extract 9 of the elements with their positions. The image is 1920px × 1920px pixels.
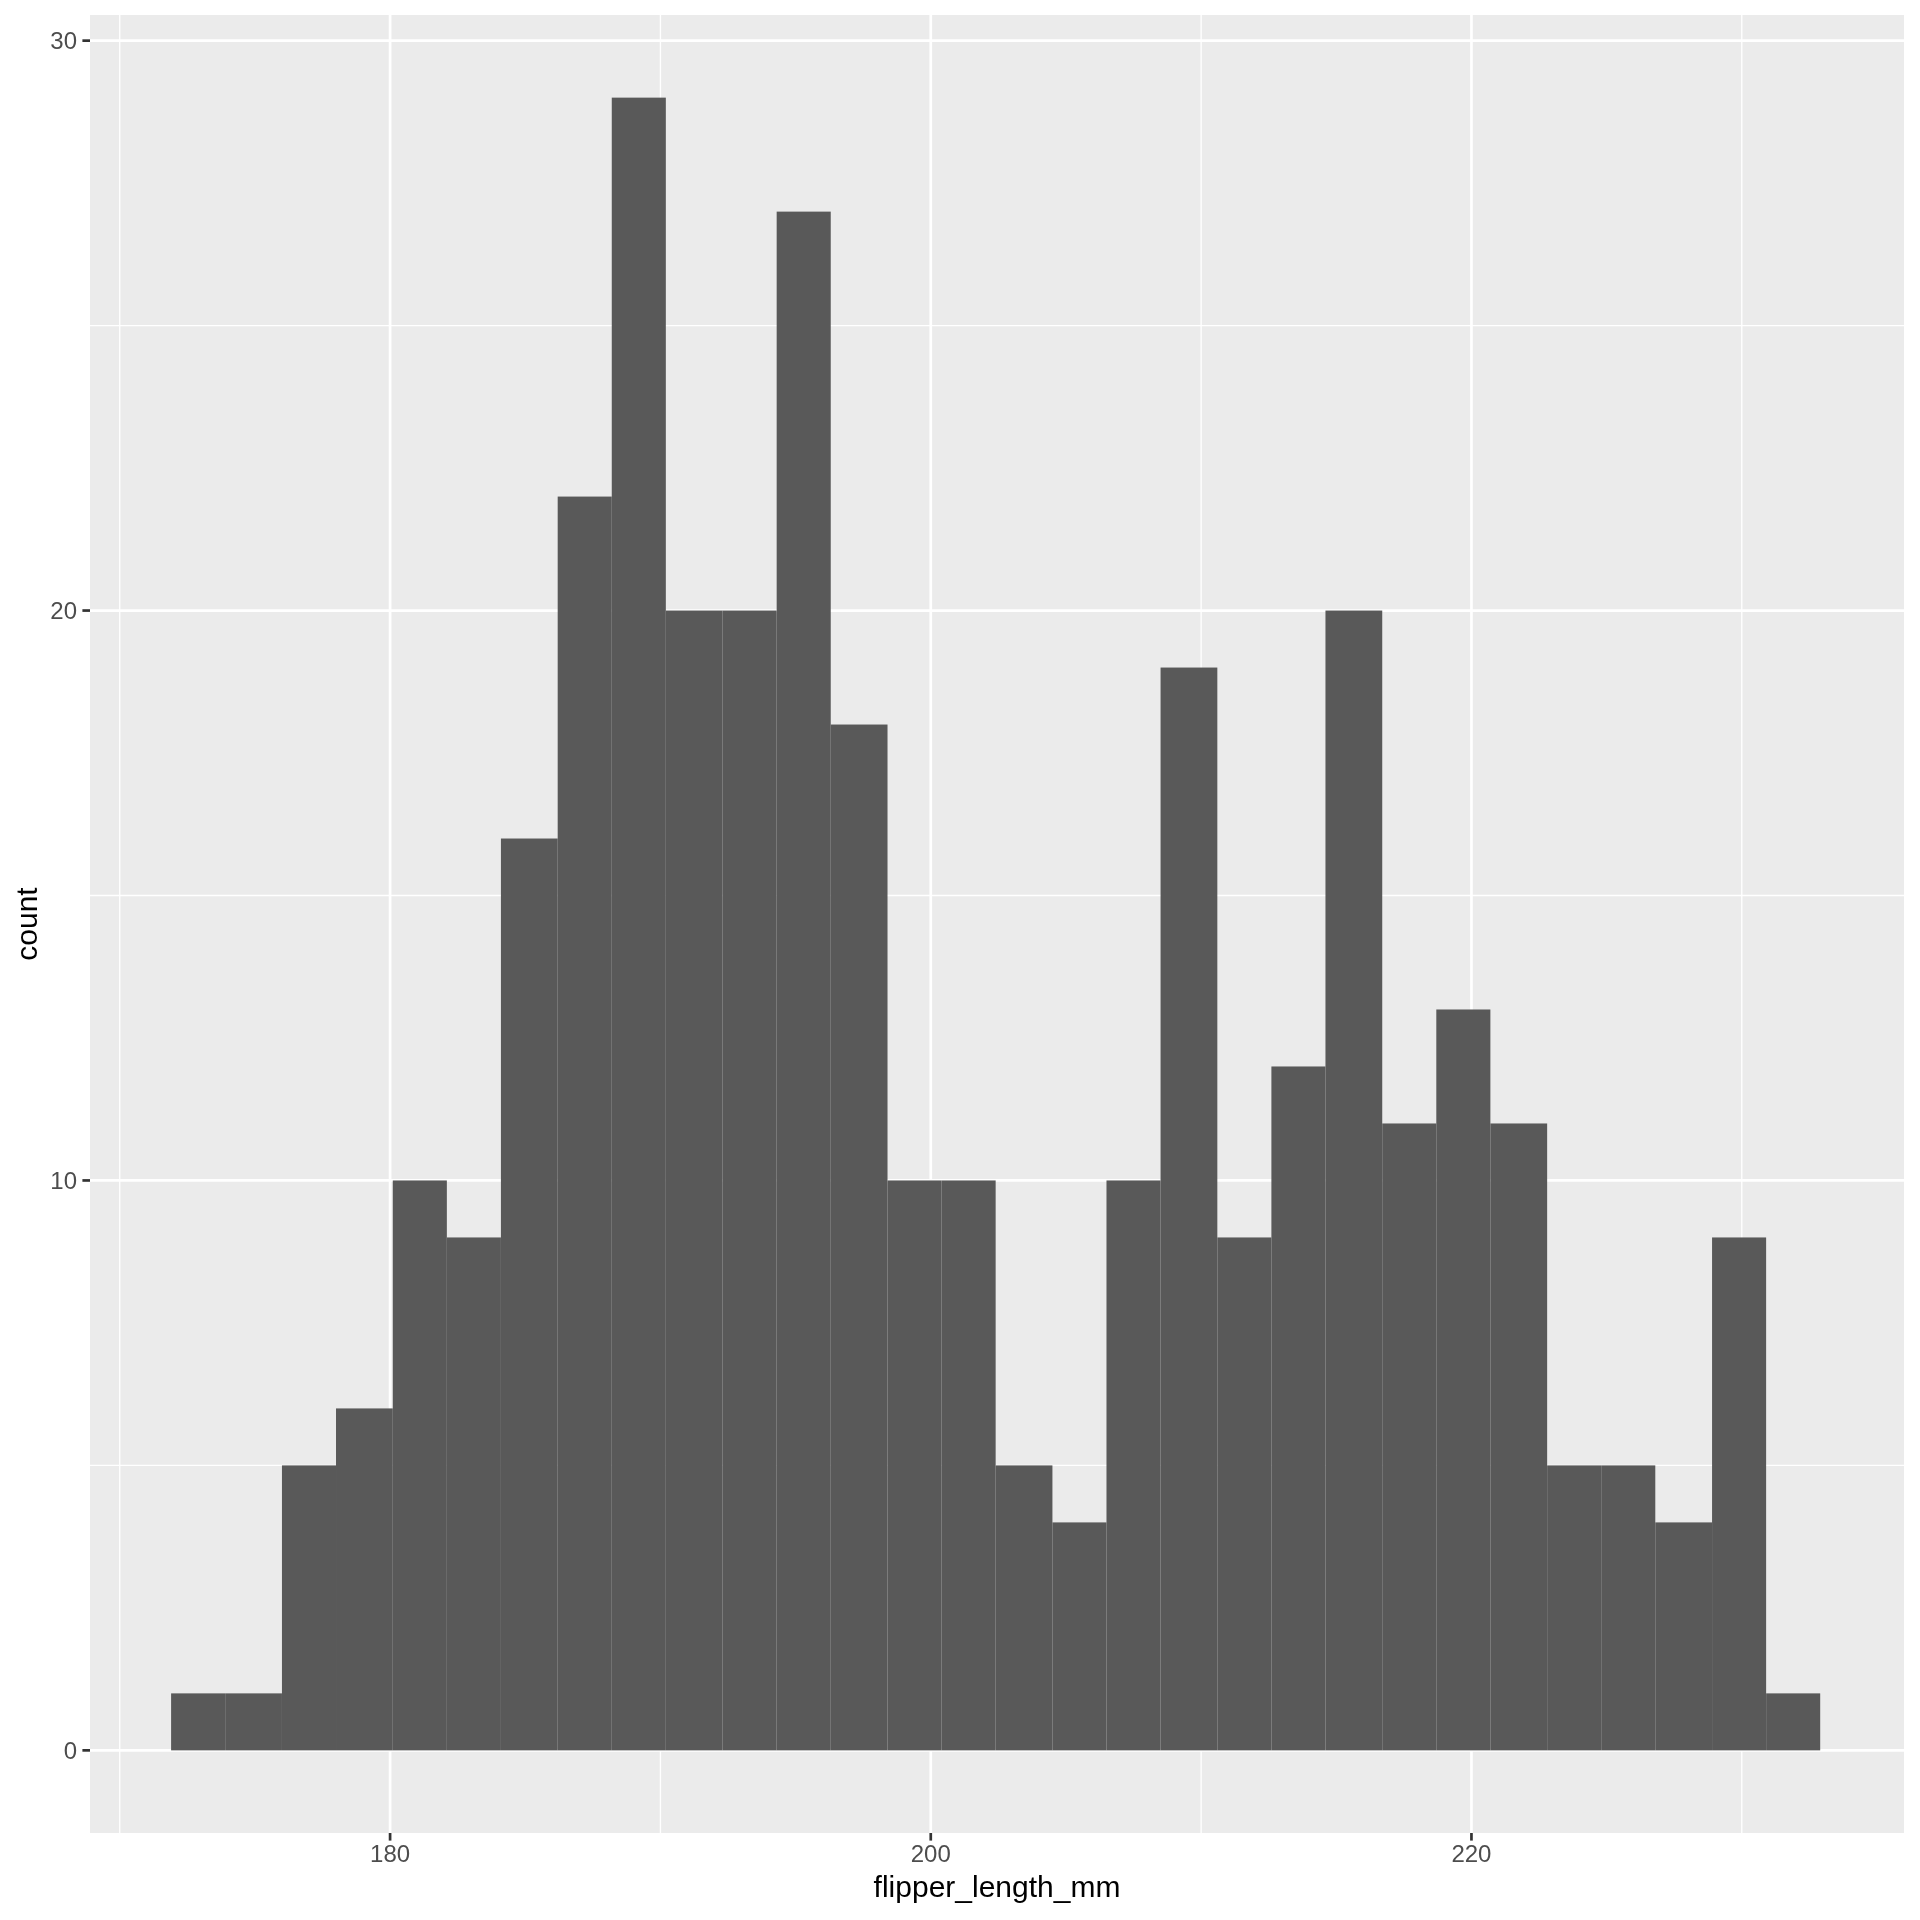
y-tick-label: 0 xyxy=(63,1737,77,1764)
y-tick-label: 10 xyxy=(50,1167,77,1195)
y-tick-label: 20 xyxy=(50,597,77,625)
x-tick-label: 220 xyxy=(1451,1840,1492,1868)
x-tick-label: 180 xyxy=(370,1840,411,1868)
y-tick-label: 30 xyxy=(50,27,77,55)
x-tick-label: 200 xyxy=(910,1840,951,1868)
x-axis-title: flipper_length_mm xyxy=(873,1870,1121,1903)
y-axis-title: count xyxy=(10,886,43,961)
